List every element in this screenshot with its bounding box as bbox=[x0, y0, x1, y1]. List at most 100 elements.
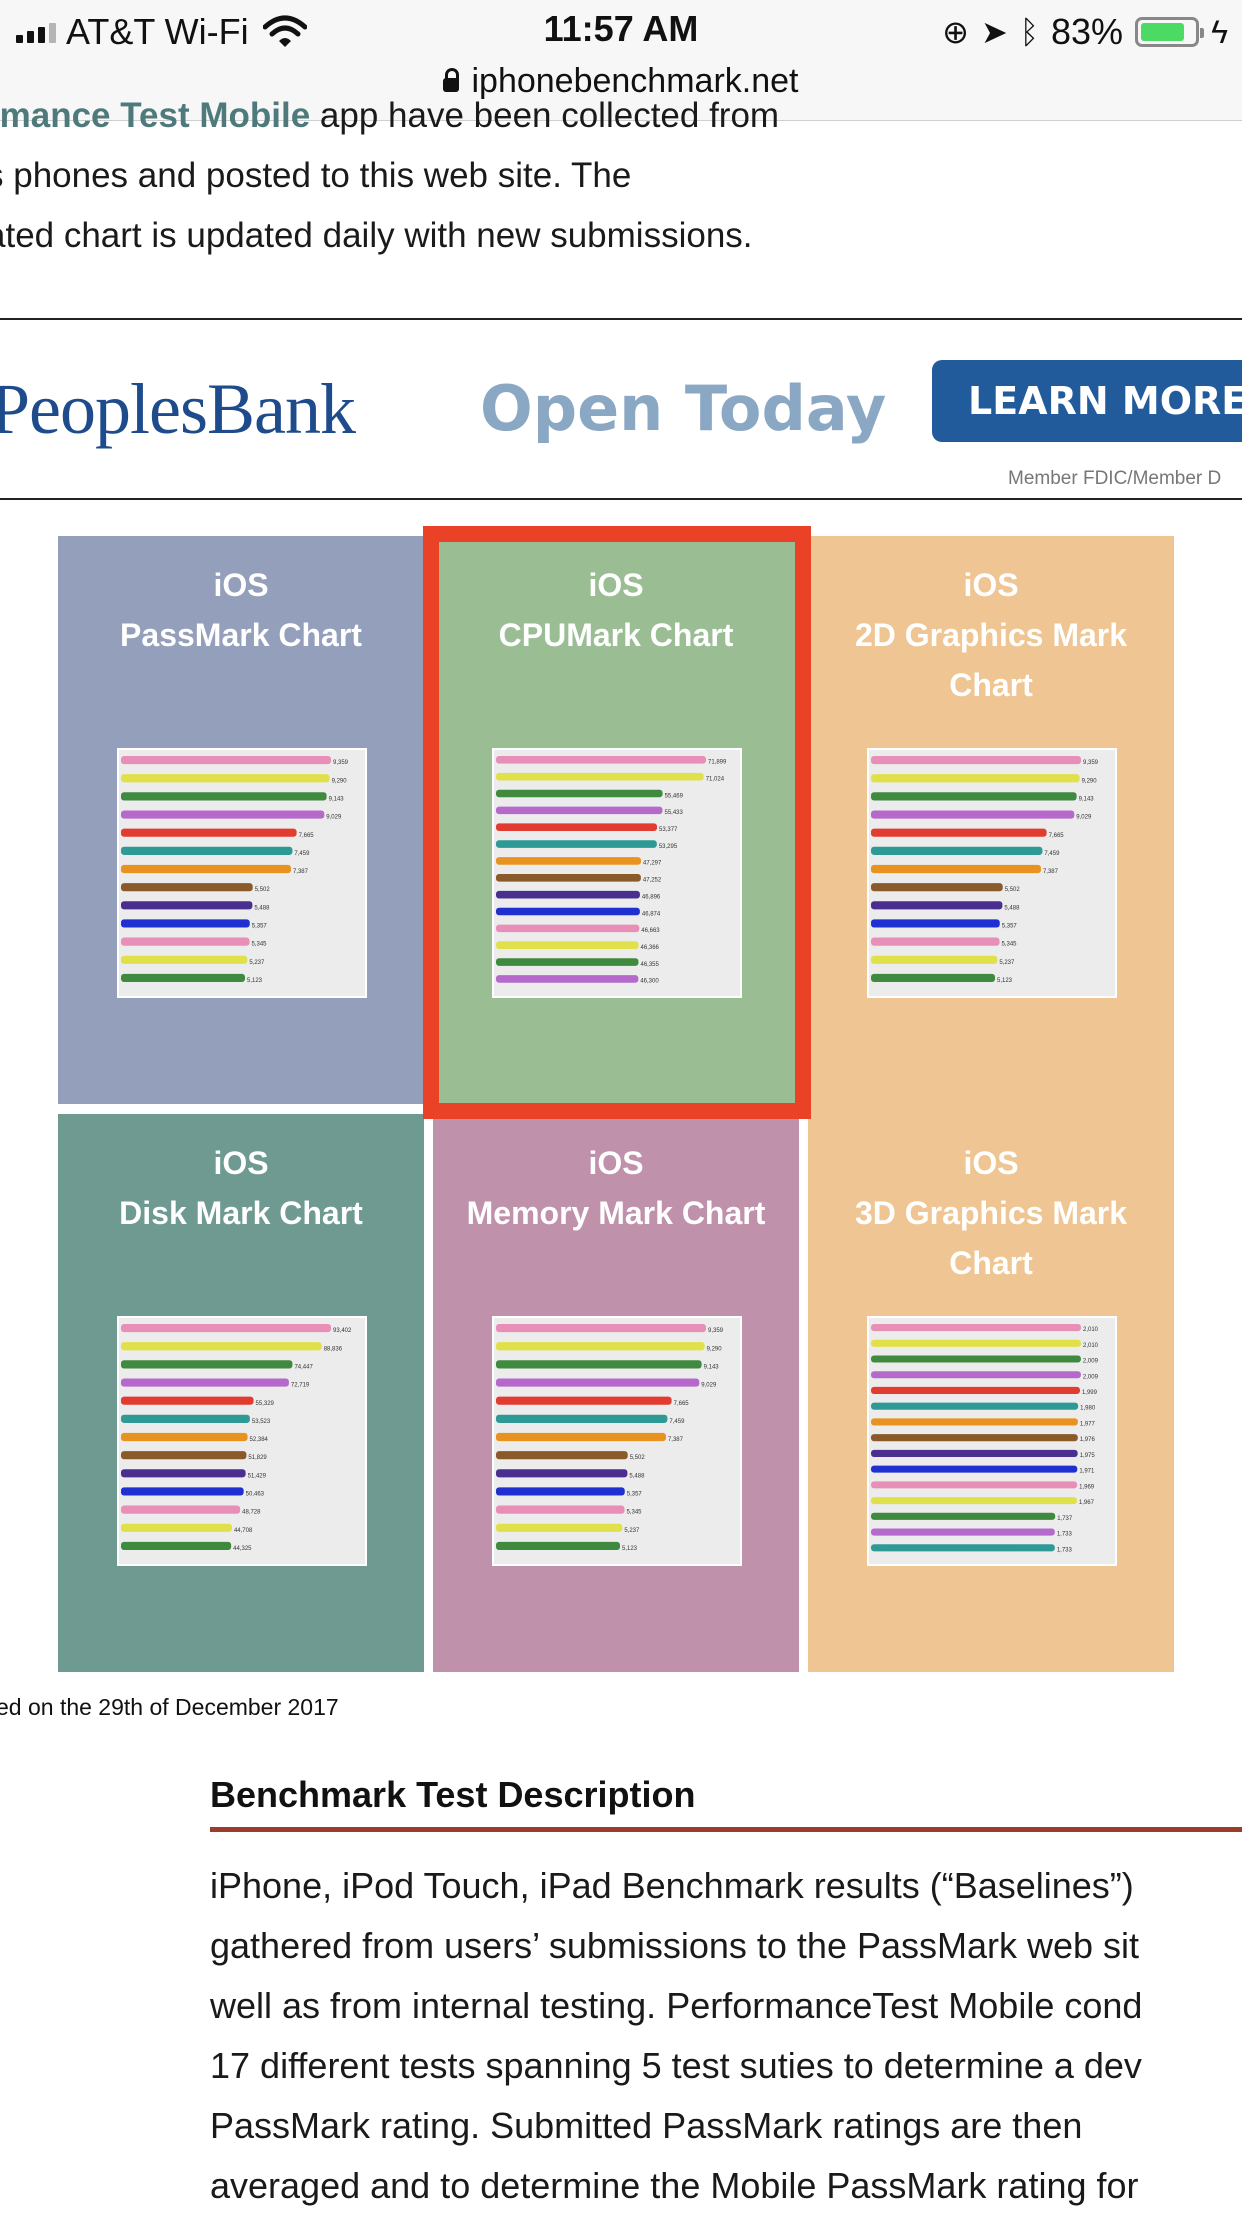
thumbnail-bar bbox=[496, 1505, 625, 1514]
thumbnail-bar-label: 5,123 bbox=[997, 978, 1013, 984]
thumbnail-bar-label: 7,459 bbox=[669, 1419, 685, 1425]
tile-os-label: iOS bbox=[213, 567, 269, 603]
thumbnail-bar bbox=[496, 823, 658, 832]
thumbnail-bar bbox=[121, 955, 248, 964]
battery-percent: 83% bbox=[1051, 11, 1124, 52]
app-link[interactable]: rmance Test Mobile bbox=[0, 96, 311, 135]
thumbnail-bar bbox=[121, 1360, 293, 1369]
thumbnail-bar-label: 9,029 bbox=[1076, 815, 1092, 821]
chart-thumbnail[interactable]: 9,359 9,290 9,143 9,029 7,665 7,459 7,387 5,502… bbox=[867, 748, 1117, 998]
thumbnail-bar bbox=[121, 937, 250, 946]
tile-cpumark-chart[interactable]: iOS CPUMark Chart 71,899 71,024 55,469 55,4… bbox=[433, 536, 799, 1104]
thumbnail-bar bbox=[496, 806, 663, 815]
tile-3d-graphics-chart[interactable]: iOS 3D Graphics Mark Chart 2,010 2,010 2,0… bbox=[808, 1114, 1174, 1672]
orientation-lock-icon: ⊕ bbox=[942, 14, 969, 50]
thumbnail-bar bbox=[496, 890, 640, 899]
thumbnail-bar-label: 46,896 bbox=[642, 894, 661, 900]
thumbnail-bar-label: 55,433 bbox=[664, 810, 683, 816]
signal-icon bbox=[16, 21, 56, 43]
chart-thumbnail[interactable]: 71,899 71,024 55,469 55,433 53,377 53,295 47,2… bbox=[492, 748, 742, 998]
thumbnail-bar bbox=[496, 756, 706, 764]
thumbnail-bar bbox=[871, 846, 1043, 855]
address-bar[interactable]: iphonebenchmark.net bbox=[0, 58, 1242, 104]
tile-memory-mark-chart[interactable]: iOS Memory Mark Chart 9,359 9,290 9,143 9,0… bbox=[433, 1114, 799, 1672]
thumbnail-bar-label: 9,290 bbox=[707, 1346, 723, 1352]
thumbnail-bar bbox=[121, 756, 331, 765]
thumbnail-bar bbox=[121, 864, 291, 874]
thumbnail-bar-label: 55,469 bbox=[665, 793, 684, 799]
thumbnail-bar-label: 5,237 bbox=[624, 1528, 640, 1534]
thumbnail-bar bbox=[121, 828, 297, 837]
thumbnail-bar bbox=[871, 792, 1077, 801]
thumbnail-bar-label: 71,024 bbox=[706, 776, 725, 782]
thumbnail-bar-label: 9,143 bbox=[1079, 796, 1095, 802]
intro-line-3: ated chart is updated daily with new sub… bbox=[0, 216, 753, 255]
tile-title: PassMark Chart bbox=[120, 617, 362, 653]
intro-line-2: s phones and posted to this web site. Th… bbox=[0, 156, 632, 195]
thumbnail-bar-label: 5,237 bbox=[999, 960, 1015, 966]
thumbnail-bar-label: 9,290 bbox=[332, 778, 348, 784]
thumbnail-bar-label: 1,737 bbox=[1057, 1516, 1073, 1522]
thumbnail-bar bbox=[121, 1324, 331, 1333]
thumbnail-bar-label: 7,459 bbox=[294, 851, 310, 857]
thumbnail-bar bbox=[871, 810, 1075, 819]
thumbnail-bar-label: 5,502 bbox=[255, 887, 271, 893]
thumbnail-bar-label: 1,733 bbox=[1057, 1547, 1073, 1553]
thumbnail-bar-label: 7,665 bbox=[1049, 833, 1065, 839]
paragraph-line: gathered from users’ submissions to the … bbox=[210, 1925, 1140, 1966]
tile-os-label: iOS bbox=[588, 567, 644, 603]
thumbnail-bar-label: 2,009 bbox=[1083, 1359, 1099, 1365]
thumbnail-bar bbox=[871, 955, 998, 964]
location-icon: ➤ bbox=[980, 14, 1008, 50]
thumbnail-bar bbox=[871, 883, 1003, 892]
thumbnail-bar-label: 2,010 bbox=[1083, 1327, 1099, 1333]
thumbnail-bar-label: 5,345 bbox=[627, 1510, 643, 1516]
tile-disk-mark-chart[interactable]: iOS Disk Mark Chart 93,402 88,836 74,447 72… bbox=[58, 1114, 424, 1672]
thumbnail-bar bbox=[496, 1432, 666, 1442]
thumbnail-bar-label: 9,359 bbox=[708, 1328, 724, 1334]
thumbnail-bar bbox=[121, 774, 330, 783]
thumbnail-bar-label: 9,359 bbox=[1083, 760, 1099, 766]
thumbnail-bar-label: 1,969 bbox=[1079, 1484, 1095, 1490]
thumbnail-bar-label: 2,010 bbox=[1083, 1343, 1099, 1349]
thumbnail-bar-label: 9,029 bbox=[701, 1383, 717, 1389]
learn-more-button[interactable]: LEARN MORE bbox=[932, 360, 1242, 442]
thumbnail-bar-label: 7,665 bbox=[674, 1401, 690, 1407]
chart-thumbnail[interactable]: 93,402 88,836 74,447 72,719 55,329 53,523 52,3… bbox=[117, 1316, 367, 1566]
thumbnail-bar-label: 48,728 bbox=[242, 1510, 261, 1516]
thumbnail-bar bbox=[871, 901, 1003, 910]
thumbnail-bar bbox=[871, 1324, 1081, 1332]
thumbnail-bar bbox=[871, 1449, 1078, 1457]
thumbnail-bar-label: 44,708 bbox=[234, 1528, 253, 1534]
thumbnail-bar-label: 50,463 bbox=[246, 1492, 265, 1498]
tile-os-label: iOS bbox=[963, 567, 1019, 603]
carrier-name: AT&T Wi-Fi bbox=[66, 11, 249, 52]
thumbnail-bar-label: 7,387 bbox=[1043, 869, 1059, 875]
chart-thumbnail[interactable]: 2,010 2,010 2,009 2,009 1,999 1,980 1,977 1,976… bbox=[867, 1316, 1117, 1566]
ad-brand-logo[interactable]: PeoplesBank bbox=[0, 369, 356, 449]
url-text[interactable]: iphonebenchmark.net bbox=[471, 61, 799, 100]
thumbnail-bar-label: 53,377 bbox=[659, 827, 678, 833]
ad-headline[interactable]: Open Today bbox=[480, 372, 887, 445]
chart-thumbnail[interactable]: 9,359 9,290 9,143 9,029 7,665 7,459 7,387 5,502… bbox=[117, 748, 367, 998]
thumbnail-bar bbox=[496, 924, 640, 933]
thumbnail-bar-label: 1,971 bbox=[1079, 1469, 1095, 1475]
clock: 11:57 AM bbox=[543, 8, 699, 49]
lock-icon bbox=[443, 68, 460, 92]
thumbnail-bar-label: 5,345 bbox=[252, 942, 268, 948]
thumbnail-bar-label: 51,829 bbox=[248, 1455, 267, 1461]
selected-chart-highlight bbox=[423, 526, 811, 1119]
chart-thumbnail-svg: 93,402 88,836 74,447 72,719 55,329 53,523 52,3… bbox=[119, 1318, 365, 1564]
thumbnail-bar bbox=[871, 1418, 1078, 1426]
thumbnail-bar-label: 46,663 bbox=[641, 928, 660, 934]
thumbnail-bar-label: 5,357 bbox=[627, 1492, 643, 1498]
tile-passmark-chart[interactable]: iOS PassMark Chart 9,359 9,290 9,143 9,029 7… bbox=[58, 536, 424, 1104]
thumbnail-bar bbox=[871, 1512, 1056, 1520]
chart-thumbnail[interactable]: 9,359 9,290 9,143 9,029 7,665 7,459 7,387 5,502… bbox=[492, 1316, 742, 1566]
thumbnail-bar bbox=[871, 1497, 1077, 1505]
status-left: AT&T Wi-Fi bbox=[16, 10, 307, 54]
bluetooth-icon: ᛒ bbox=[1019, 14, 1039, 50]
thumbnail-bar-label: 46,874 bbox=[642, 911, 661, 917]
tile-os-label: iOS bbox=[963, 1145, 1019, 1181]
thumbnail-bar-label: 46,300 bbox=[640, 979, 659, 985]
